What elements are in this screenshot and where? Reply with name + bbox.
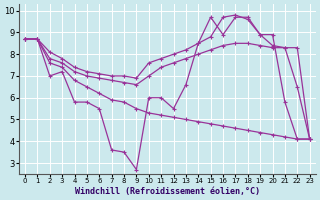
- X-axis label: Windchill (Refroidissement éolien,°C): Windchill (Refroidissement éolien,°C): [75, 187, 260, 196]
